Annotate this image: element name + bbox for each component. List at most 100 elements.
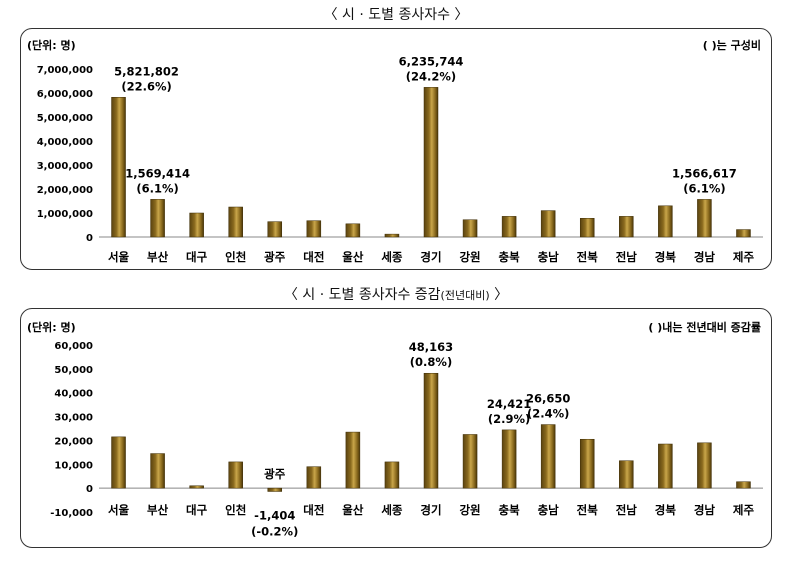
bar-3	[189, 212, 204, 238]
data-label-value: 1,566,617	[672, 166, 737, 180]
bar-10	[462, 434, 478, 489]
y-tick-label: 40,000	[54, 389, 93, 400]
x-tick-label: 충북	[499, 503, 521, 517]
x-tick-label: 대전	[303, 250, 324, 264]
bar-6	[306, 220, 322, 238]
data-label-value: -1,404	[254, 508, 295, 522]
data-label-pct: (2.9%)	[488, 412, 530, 426]
x-tick-label: 경북	[655, 503, 677, 517]
x-tick-label: 제주	[733, 503, 755, 517]
y-tick-label: 10,000	[54, 460, 93, 471]
data-label-pct: (6.1%)	[136, 181, 178, 195]
y-tick-label: 5,000,000	[37, 113, 93, 124]
bar-7	[345, 431, 361, 489]
y-tick-label: 1,000,000	[37, 209, 93, 220]
x-tick-label: 대전	[303, 503, 324, 517]
x-tick-label: 전남	[616, 503, 638, 517]
bar-5	[267, 487, 283, 492]
x-tick-label: 세종	[381, 503, 403, 517]
data-label-value: 48,163	[409, 340, 453, 354]
x-tick-label: 광주	[264, 250, 286, 264]
y-tick-label: 0	[86, 484, 93, 495]
x-tick-label: 강원	[459, 503, 480, 517]
bar-6	[306, 466, 322, 489]
chart2-title: 〈 시 · 도별 종사자수 증감(전년대비) 〉	[0, 284, 792, 304]
x-tick-label: 인천	[225, 503, 246, 517]
bar-8	[384, 233, 400, 238]
bar-9	[423, 87, 439, 238]
chart2-title-sub: (전년대비)	[440, 289, 490, 302]
chart1-svg: (단위: 명) ( )는 구성비 0 1,000,000 2,000,000 3,000,…	[27, 38, 763, 264]
note-label: ( )내는 전년대비 증감률	[648, 320, 761, 334]
data-label-value: 6,235,744	[399, 54, 464, 68]
x-tick-label: 대구	[186, 250, 208, 264]
bar-15	[658, 443, 673, 489]
note-label: ( )는 구성비	[703, 38, 761, 52]
data-label-value: 1,569,414	[125, 166, 190, 180]
bar-7	[345, 223, 361, 238]
bar-2	[150, 453, 165, 489]
x-tick-label: 제주	[733, 250, 755, 264]
chart1-panel: (단위: 명) ( )는 구성비 0 1,000,000 2,000,000 3,000,…	[20, 28, 772, 270]
chart2-panel: (단위: 명) ( )내는 전년대비 증감률 -10,000 0 10,000 20,00…	[20, 308, 772, 548]
x-tick-label: 전북	[577, 250, 599, 264]
x-tick-label: 인천	[225, 250, 246, 264]
bar-5	[267, 221, 283, 238]
y-tick-label: 2,000,000	[37, 185, 93, 196]
x-tick-label: 전남	[616, 250, 638, 264]
y-tick-label: 50,000	[54, 365, 93, 376]
x-tick-label: 대구	[186, 503, 208, 517]
bar-14	[619, 216, 634, 238]
chart2-title-main: 〈 시 · 도별 종사자수 증감	[283, 287, 441, 303]
x-tick-label: 경기	[420, 250, 441, 264]
x-tick-label: 서울	[108, 503, 130, 517]
y-tick-label: 30,000	[54, 413, 93, 424]
x-tick-label: 경남	[694, 503, 716, 517]
bar-12	[540, 424, 556, 489]
x-tick-label: 광주	[264, 467, 286, 481]
x-tick-label: 충남	[538, 503, 560, 517]
data-label-value: 5,821,802	[114, 64, 179, 78]
bar-1	[111, 97, 126, 238]
y-tick-label: -10,000	[50, 508, 93, 519]
bar-2	[150, 199, 165, 238]
bar-4	[228, 206, 243, 238]
x-tick-label: 경북	[655, 250, 677, 264]
bar-14	[619, 460, 634, 489]
chart1-title: 〈 시 · 도별 종사자수 〉	[323, 7, 469, 23]
bar-3	[189, 485, 204, 489]
data-label-value: 26,650	[526, 392, 570, 406]
x-tick-label: 경남	[694, 250, 716, 264]
bar-4	[228, 461, 243, 489]
bar-16	[697, 442, 712, 489]
chart2-svg: (단위: 명) ( )내는 전년대비 증감률 -10,000 0 10,000 20,00…	[27, 320, 763, 538]
bar-11	[501, 216, 517, 238]
bar-13	[579, 438, 595, 489]
bar-9	[423, 372, 439, 489]
y-tick-label: 7,000,000	[37, 65, 93, 76]
y-tick-label: 6,000,000	[37, 89, 93, 100]
y-tick-label: 0	[86, 233, 93, 244]
y-tick-label: 3,000,000	[37, 161, 93, 172]
y-tick-label: 20,000	[54, 436, 93, 447]
data-label-pct: (6.1%)	[683, 181, 725, 195]
bar-16	[697, 199, 712, 238]
bar-11	[501, 429, 517, 489]
x-tick-label: 전북	[577, 503, 599, 517]
x-tick-label: 세종	[381, 250, 403, 264]
x-tick-label: 서울	[108, 250, 130, 264]
x-tick-label: 울산	[342, 503, 364, 517]
y-tick-label: 4,000,000	[37, 137, 93, 148]
bar-8	[384, 461, 400, 489]
bar-13	[579, 218, 595, 238]
bar-17	[736, 481, 751, 489]
unit-label: (단위: 명)	[27, 38, 76, 52]
bar-15	[658, 205, 673, 238]
unit-label: (단위: 명)	[27, 320, 76, 334]
bar-17	[736, 229, 751, 238]
data-label-pct: (0.8%)	[410, 355, 452, 369]
data-label-value: 24,421	[487, 397, 531, 411]
x-tick-label: 충남	[538, 250, 560, 264]
bar-1	[111, 436, 126, 489]
data-label-pct: (2.4%)	[527, 407, 569, 421]
